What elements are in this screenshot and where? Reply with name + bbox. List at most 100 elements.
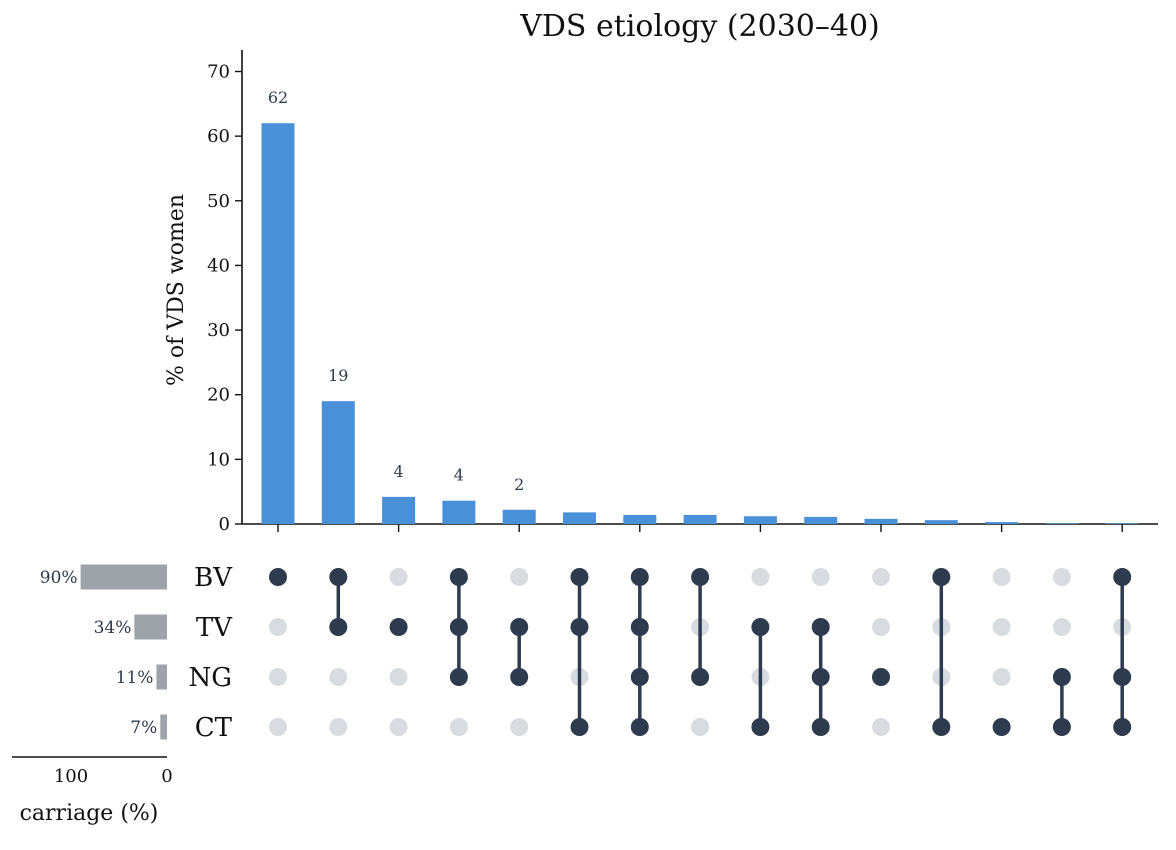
matrix-dot-active	[630, 668, 649, 686]
intersection-bar	[985, 522, 1019, 524]
matrix-dot-inactive	[329, 718, 348, 736]
set-label-tv: TV	[196, 613, 233, 643]
matrix-dot-active	[570, 618, 589, 636]
matrix-dot-inactive	[389, 718, 408, 736]
matrix-dot-inactive	[872, 568, 890, 586]
matrix-dot-active	[1113, 668, 1132, 686]
y-tick-label: 10	[207, 449, 230, 470]
matrix-dot-active	[449, 618, 468, 636]
matrix-dot-active	[811, 618, 830, 636]
matrix-dot-inactive	[389, 668, 408, 686]
set-size-tick-label: 100	[54, 766, 88, 787]
matrix-dot-inactive	[872, 718, 890, 736]
matrix-dot-inactive	[269, 718, 287, 736]
intersection-bar	[1045, 523, 1079, 524]
matrix-dot-inactive	[992, 618, 1011, 636]
intersection-bar	[563, 512, 596, 524]
y-tick-label: 50	[207, 191, 230, 212]
matrix-dot-active	[630, 618, 649, 636]
set-size-label: 11%	[116, 668, 154, 688]
matrix-dot-inactive	[992, 668, 1011, 686]
y-axis-label: % of VDS women	[164, 194, 189, 386]
intersection-bar	[924, 520, 958, 524]
matrix-dot-active	[449, 568, 468, 586]
chart-title: VDS etiology (2030–40)	[519, 9, 880, 44]
intersection-bar	[864, 518, 898, 524]
bar-value-label: 4	[454, 466, 464, 485]
set-size-label: 34%	[94, 618, 132, 638]
matrix-dot-active	[751, 718, 770, 736]
matrix-dot-active	[992, 718, 1011, 736]
matrix-dot-active	[630, 568, 649, 586]
matrix-dot-active	[449, 668, 468, 686]
matrix-dot-active	[510, 668, 529, 686]
y-tick-label: 0	[219, 514, 230, 535]
bar-value-label: 2	[514, 475, 524, 494]
matrix-dot-inactive	[269, 668, 287, 686]
matrix-dot-active	[570, 568, 589, 586]
y-tick-label: 70	[207, 62, 230, 83]
matrix-dot-active	[751, 618, 770, 636]
matrix-dot-inactive	[992, 568, 1011, 586]
matrix-dot-inactive	[1052, 568, 1071, 586]
matrix-dot-active	[811, 668, 830, 686]
y-tick-label: 30	[207, 320, 230, 341]
set-size-tick-label: 0	[161, 766, 172, 787]
bar-value-label: 4	[394, 462, 404, 481]
matrix-dot-active	[1052, 668, 1071, 686]
intersection-bar	[261, 123, 295, 524]
matrix-dot-active	[329, 568, 348, 586]
intersection-bar	[683, 514, 717, 524]
intersection-bar	[1105, 523, 1139, 524]
matrix-dot-active	[1113, 568, 1132, 586]
matrix-dot-inactive	[872, 618, 890, 636]
matrix-dot-inactive	[449, 718, 468, 736]
matrix-dot-active	[269, 568, 287, 586]
matrix-dot-active	[570, 718, 589, 736]
matrix-dot-active	[510, 618, 529, 636]
matrix-dot-active	[691, 568, 710, 586]
membership-matrix: BV TV NG CT	[188, 563, 1132, 743]
set-size-panel: 90% 34% 11% 7% 100 0	[12, 564, 173, 787]
matrix-dot-inactive	[269, 618, 287, 636]
matrix-dot-inactive	[329, 668, 348, 686]
intersection-bar	[623, 514, 657, 524]
matrix-dot-inactive	[811, 568, 830, 586]
matrix-dot-active	[1052, 718, 1071, 736]
matrix-dot-active	[630, 718, 649, 736]
intersection-bar	[382, 496, 416, 524]
bar-value-label: 19	[328, 366, 348, 385]
matrix-dot-active	[1113, 718, 1132, 736]
set-size-bar	[134, 614, 167, 640]
matrix-dot-inactive	[1052, 618, 1071, 636]
set-size-label: 90%	[40, 568, 78, 588]
matrix-dot-active	[932, 718, 951, 736]
matrix-dot-active	[389, 618, 408, 636]
intersection-bar	[442, 500, 476, 524]
set-label-ct: CT	[195, 713, 233, 743]
set-label-ng: NG	[188, 663, 232, 693]
intersection-bar	[743, 516, 777, 524]
y-tick-label: 40	[207, 255, 230, 276]
intersection-bar	[321, 401, 355, 524]
bar-value-label: 62	[268, 88, 288, 107]
intersection-bars-area: 0 10 20 30 40 50 60 70 62 19 4 4 2	[207, 50, 1158, 535]
y-tick-label: 20	[207, 385, 230, 406]
set-label-bv: BV	[194, 563, 233, 593]
intersection-bar	[804, 516, 838, 524]
set-size-bar	[156, 664, 167, 690]
y-tick-label: 60	[207, 126, 230, 147]
set-size-bar	[160, 714, 167, 740]
set-size-label: 7%	[130, 718, 157, 738]
matrix-dot-inactive	[510, 718, 529, 736]
matrix-dot-inactive	[691, 718, 710, 736]
matrix-dot-inactive	[389, 568, 408, 586]
matrix-dot-active	[691, 668, 710, 686]
matrix-dot-active	[872, 668, 890, 686]
intersection-bar	[502, 509, 536, 524]
matrix-dot-inactive	[751, 568, 770, 586]
set-size-x-label: carriage (%)	[20, 801, 159, 826]
matrix-dot-active	[932, 568, 951, 586]
matrix-dot-active	[811, 718, 830, 736]
